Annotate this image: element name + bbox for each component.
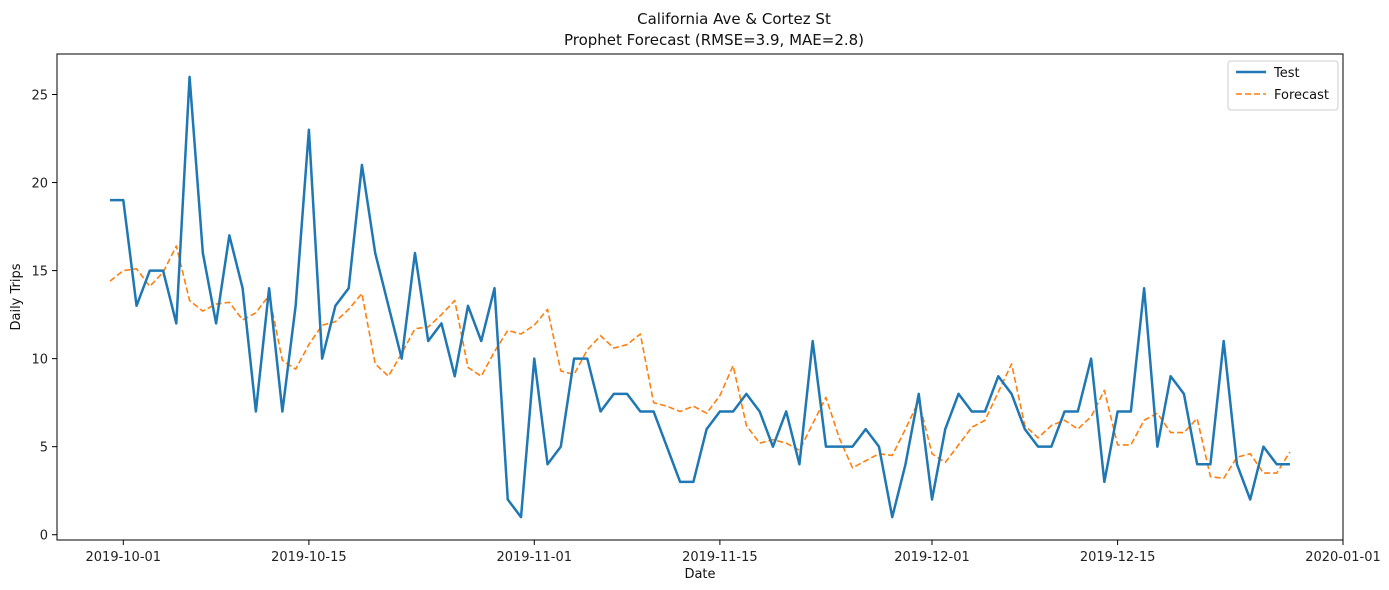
y-tick-label: 25 (31, 89, 48, 104)
chart-subtitle: Prophet Forecast (RMSE=3.9, MAE=2.8) (564, 31, 864, 49)
x-tick-label: 2019-11-01 (496, 550, 572, 565)
legend-forecast-label: Forecast (1274, 88, 1329, 103)
x-axis-label: Date (684, 567, 715, 582)
y-axis-label: Daily Trips (9, 263, 24, 330)
y-axis-ticks: 0 5 10 15 20 25 (31, 89, 57, 544)
x-tick-label: 2019-11-15 (682, 550, 758, 565)
legend: Test Forecast (1227, 60, 1339, 111)
y-tick-label: 15 (31, 265, 48, 280)
x-tick-label: 2019-10-01 (86, 550, 162, 565)
x-tick-label: 2020-01-01 (1305, 550, 1381, 565)
legend-test-label: Test (1273, 66, 1300, 81)
y-tick-label: 5 (40, 441, 48, 456)
series-line-forecast (109, 245, 1291, 480)
series-layer (109, 75, 1291, 519)
plot-area (56, 53, 1344, 541)
x-axis-ticks: 2019-10-01 2019-10-15 2019-11-01 2019-11-15… (86, 540, 1381, 565)
x-tick-label: 2019-12-15 (1080, 550, 1156, 565)
y-tick-label: 10 (31, 353, 48, 368)
chart-title: California Ave & Cortez St (637, 10, 831, 28)
y-tick-label: 0 (40, 529, 48, 544)
x-tick-label: 2019-10-15 (271, 550, 347, 565)
series-line-test (110, 75, 1290, 519)
y-tick-label: 20 (31, 177, 48, 192)
x-tick-label: 2019-12-01 (894, 550, 970, 565)
